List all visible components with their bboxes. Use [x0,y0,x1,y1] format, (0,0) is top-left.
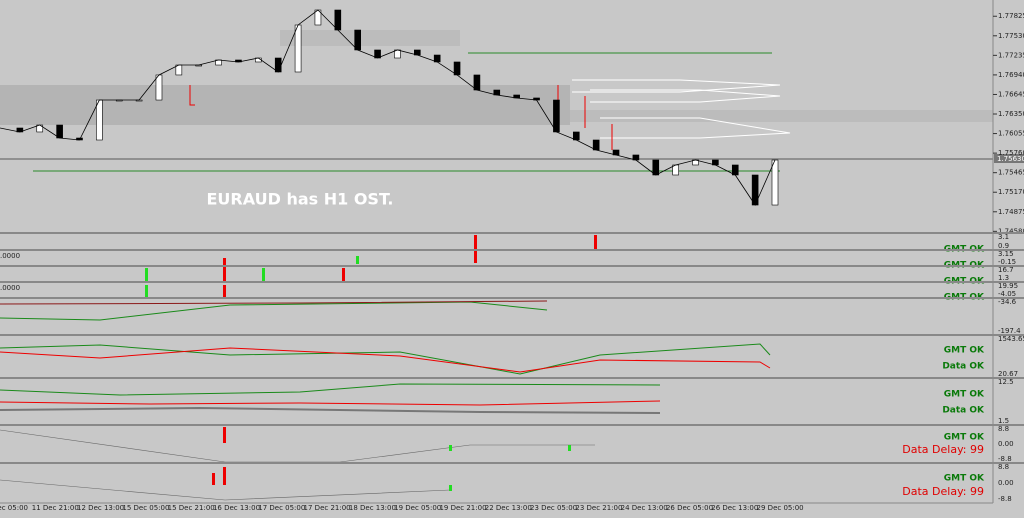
candle [155,74,163,101]
candle [771,159,779,206]
status-text: Data Delay: 99 [902,443,984,456]
status-text: GMT OK [944,346,985,356]
indicator-line [0,400,661,406]
candle [96,99,103,141]
pane-scale-label: 8.8 [998,463,1009,471]
time-label: 29 Dec 05:00 [757,504,804,512]
zone [0,85,570,125]
pane-scale-label: 20.67 [998,370,1018,378]
pane-scale-label: 19.95 [998,282,1018,290]
pane-left-label: .0000 [0,252,20,260]
histogram-bars [145,256,571,491]
pane-scale-label: -8.8 [998,455,1012,463]
time-label: 19 Dec 21:00 [439,504,486,512]
price-tick-label: 1.74580 [998,227,1024,235]
time-label: 24 Dec 13:00 [621,504,668,512]
indicator-line [0,300,548,305]
price-tick-label: 1.74875 [998,208,1024,216]
status-text: GMT OK [944,433,985,443]
time-label: 19 Dec 05:00 [394,504,441,512]
time-label: 18 Dec 13:00 [349,504,396,512]
status-text: GMT OK [944,390,985,400]
histogram-bars [212,235,597,485]
candle [274,57,282,73]
price-tick-label: 1.76645 [998,90,1024,98]
indicator-line [0,301,548,321]
time-label: 15 Dec 21:00 [168,504,215,512]
candle [652,159,660,176]
pane-scale-label: 1.3 [998,274,1009,282]
pane-scale-label: 12.5 [998,378,1014,386]
pane-scale-label: 0.00 [998,479,1014,487]
price-tick-label: 1.77825 [998,12,1024,20]
status-text: GMT OK [944,474,985,484]
indicator-line [0,429,595,463]
time-label: 11 Dec 21:00 [32,504,79,512]
status-text: Data OK [942,406,985,416]
price-tag [994,154,1024,163]
pane-scale-label: 1543.65 [998,335,1024,343]
price-tick-label: 1.77530 [998,32,1024,40]
time-label: 26 Dec 13:00 [711,504,758,512]
pane-scale-label: 1.5 [998,417,1009,425]
pane-scale-label: 0.00 [998,440,1014,448]
pane-left-label: .0000 [0,284,20,292]
time-label: Dec 05:00 [0,504,28,512]
price-tick-label: 1.75760 [998,149,1024,157]
price-tick-label: 1.76350 [998,110,1024,118]
time-label: 23 Dec 05:00 [530,504,577,512]
indicator-line [0,343,771,375]
pane-scale-label: -34.6 [998,298,1017,306]
price-tick-label: 1.75170 [998,188,1024,196]
close-line [0,9,776,206]
time-label: 23 Dec 21:00 [575,504,622,512]
time-label: 22 Dec 13:00 [485,504,532,512]
pane-scale-label: -8.8 [998,495,1012,503]
candle [453,61,461,76]
pane-scale-label: -4.05 [998,290,1016,298]
candle [334,9,342,31]
note: EURAUD has H1 OST. [206,190,393,209]
zone [280,30,460,46]
candle [553,99,560,133]
zone [570,110,993,122]
indicator-line [0,406,661,414]
price-tick-label: 1.75465 [998,169,1024,177]
time-label: 12 Dec 13:00 [77,504,124,512]
indicator-line [0,383,661,396]
time-label: 15 Dec 05:00 [122,504,169,512]
volume-profile [572,79,791,139]
status-text: Data OK [942,362,985,372]
time-label: 26 Dec 05:00 [666,504,713,512]
indicator-line [0,479,451,501]
price-tick-label: 1.76940 [998,71,1024,79]
price-tick-label: 1.77235 [998,51,1024,59]
price-axis [993,0,1024,514]
current-price: 1.75630 [997,155,1024,163]
candle [56,124,63,139]
pane-scale-label: -197.4 [998,327,1021,335]
candle [294,24,302,73]
candle [354,29,361,51]
pane-scale-label: 16.7 [998,266,1014,274]
indicator-line [0,347,771,373]
candle [473,74,481,91]
pane-scale-label: 3.15 [998,250,1014,258]
time-label: 17 Dec 21:00 [304,504,351,512]
pane-scale-label: 0.9 [998,242,1009,250]
time-label: 17 Dec 05:00 [258,504,305,512]
time-label: 16 Dec 13:00 [213,504,260,512]
status-text: Data Delay: 99 [902,485,984,498]
pane-scale-label: 8.8 [998,425,1009,433]
pane-scale-label: 3.1 [998,233,1009,241]
price-tick-label: 1.76055 [998,130,1024,138]
pane-scale-label: -0.15 [998,258,1016,266]
